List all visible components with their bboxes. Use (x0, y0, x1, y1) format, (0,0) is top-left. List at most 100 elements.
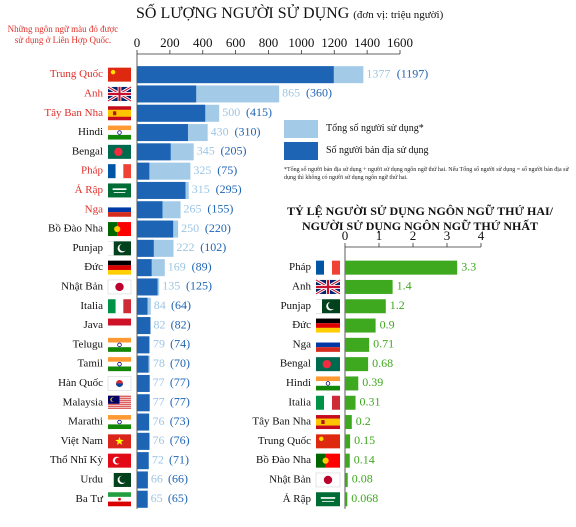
chart2-category-label: Pháp (289, 261, 312, 273)
flag-part (324, 395, 332, 410)
flag-icon (316, 415, 340, 430)
chart1-category-label: Hindi (78, 126, 103, 138)
chart1-x-tick-label: 600 (226, 35, 246, 50)
chart1-value-total: 222 (176, 240, 194, 254)
chart1-x-tick-label: 0 (134, 35, 141, 50)
chart2-value-label: 0.15 (354, 433, 375, 447)
chart2-value-label: 0.31 (360, 395, 381, 409)
chart1-value-total: 72 (152, 452, 164, 466)
flag-icon (108, 415, 131, 430)
chart1-category-label: Tamil (77, 358, 103, 370)
chart2-bar (345, 492, 348, 507)
legend-label-total: Tổng số người sử dụng* (326, 123, 424, 134)
chart1-bar-native (137, 374, 150, 392)
flag-part (115, 436, 124, 445)
flag-icon (108, 144, 131, 159)
chart1-category-label: Hàn Quốc (58, 377, 103, 389)
flag-icon (316, 357, 340, 372)
flag-part (108, 501, 131, 507)
flag-part (108, 347, 131, 352)
flag-part (108, 403, 131, 405)
chart1-category-label: Nga (85, 203, 103, 215)
chart1-value-native: (75) (217, 163, 237, 177)
flag-part (116, 383, 124, 387)
chart1-bar-native (137, 336, 150, 354)
flag-part (108, 404, 131, 406)
chart1-category-label: Đức (84, 261, 103, 273)
flag-icon (108, 67, 131, 82)
chart1-value-native: (82) (171, 317, 191, 331)
flag-part (108, 318, 131, 326)
flag-icon (108, 318, 131, 333)
flag-part (316, 299, 322, 314)
flag-part (108, 222, 118, 237)
flag-part (119, 475, 127, 483)
chart2-category-label: Tây Ban Nha (252, 416, 311, 428)
flag-part (316, 323, 340, 328)
flag-icon (108, 164, 131, 179)
chart1-bar-native (137, 239, 154, 257)
chart1-category-label: Ba Tư (76, 493, 104, 505)
flag-part (316, 337, 340, 343)
flag-part (332, 395, 340, 410)
chart2-x-tick-label: 2 (410, 228, 417, 243)
flag-part (113, 192, 126, 193)
flag-icon (108, 125, 131, 140)
chart1-category-label: Java (83, 319, 103, 331)
chart2-x-tick-label: 1 (376, 228, 383, 243)
flag-part (325, 381, 331, 386)
main-title-unit: (đơn vị: triệu người) (353, 9, 444, 21)
chart1-x-tick-label: 1200 (321, 35, 347, 50)
flag-icon (108, 492, 131, 507)
chart2-bar (345, 337, 370, 352)
chart1-value-native: (77) (170, 395, 190, 409)
chart2-category-label: Nga (293, 338, 311, 350)
flag-icon (108, 337, 131, 352)
flag-icon (108, 299, 131, 314)
main-chart-title: SỐ LƯỢNG NGƯỜI SỬ DỤNG (đơn vị: triệu ng… (136, 5, 443, 23)
flag-part (108, 492, 131, 497)
flag-icon (315, 472, 341, 488)
flag-part (325, 453, 340, 468)
flag-part (108, 92, 131, 96)
flag-part (108, 265, 131, 270)
flag-part (117, 130, 122, 135)
footnote: *Tổng số người bản địa sử dụng + người s… (284, 167, 569, 181)
legend-swatch-native (284, 142, 318, 160)
chart1-bar-native (137, 124, 188, 142)
flag-part (316, 385, 340, 391)
chart1-value-total: 169 (168, 259, 186, 273)
chart2-category-label: Nhật Bản (269, 473, 311, 485)
chart1-category-label: Thổ Nhĩ Kỳ (50, 454, 104, 466)
legend-swatch-total (284, 120, 318, 138)
chart1-category-label: Trung Quốc (50, 68, 103, 80)
flag-part (332, 260, 340, 275)
flag-part (115, 282, 124, 292)
chart1-bar-native (137, 143, 171, 161)
flag-icon (316, 492, 340, 507)
flag-part (113, 111, 117, 116)
flag-part (316, 434, 340, 449)
chart1-x-tick-label: 200 (160, 35, 180, 50)
chart1-value-native: (220) (205, 221, 231, 235)
chart2-value-label: 0.2 (356, 414, 371, 428)
chart1-bar-native (137, 278, 158, 296)
flag-icon (316, 434, 340, 449)
note-un-languages: Những ngôn ngữ màu đỏ được sử dụng ở Liê… (7, 24, 119, 45)
flag-part (316, 492, 340, 507)
chart1-value-native: (360) (306, 86, 332, 100)
flag-icon (108, 434, 131, 449)
chart1-value-total: 315 (192, 182, 210, 196)
chart1-bar-native (137, 85, 197, 103)
flag-icon (316, 337, 340, 352)
flag-part (108, 337, 131, 343)
chart1-x-tick-label: 1600 (387, 35, 413, 50)
chart1-category-label: Việt Nam (61, 435, 104, 447)
flag-icon (107, 376, 132, 391)
chart1-value-total: 325 (193, 163, 211, 177)
flag-icon (108, 472, 131, 487)
flag-part (316, 318, 340, 324)
chart1-value-total: 1377 (366, 66, 390, 80)
flag-part (320, 497, 336, 499)
chart1-category-label: Malaysia (63, 396, 103, 408)
